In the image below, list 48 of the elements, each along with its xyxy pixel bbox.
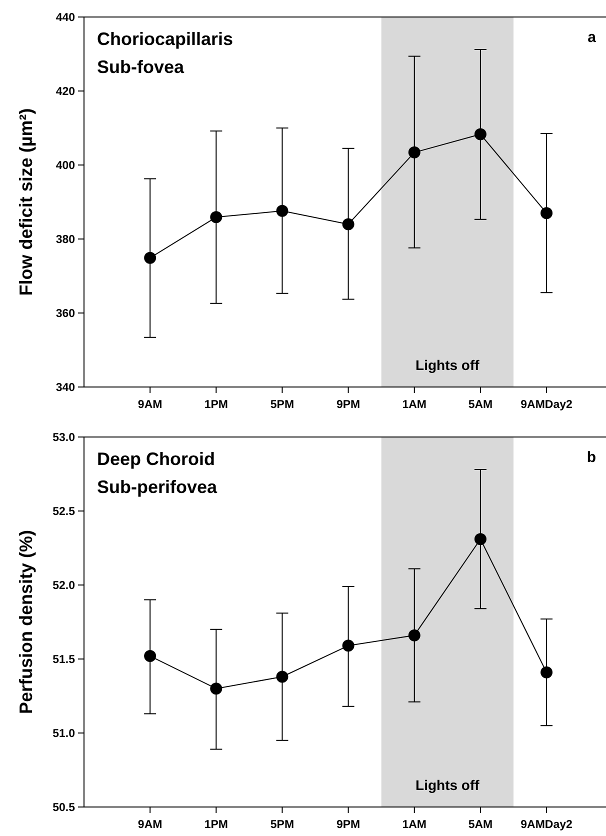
x-tick-label: 1AM [402,399,427,411]
text: Deep Choroid Sub-perifovea [97,449,218,497]
x-tick-label: 5PM [270,819,294,831]
point [144,650,156,662]
y-tick-label: 380 [56,234,75,246]
y-tick-label: 52.5 [52,506,76,518]
y-tick-label: 52.0 [52,580,75,592]
x-tick-label: 5AM [468,399,493,411]
point [408,146,420,158]
annotation: b [586,449,596,466]
x-tick-label: 9AM [138,399,162,411]
y-axis-title: Perfusion density (%) [16,530,36,714]
point [210,211,222,224]
point [540,207,553,220]
x-tick-label: 9AMDay2 [520,819,572,831]
x-tick-label: 1AM [402,819,427,831]
annotation: a [588,29,597,46]
y-axis-title: Flow deficit size (µm²) [16,108,36,296]
y-tick-label: 440 [56,12,75,24]
x-tick-label: 9AMDay2 [520,399,572,411]
x-tick-label: 5AM [468,819,493,831]
y-tick-label: 400 [56,160,75,172]
y-tick-label: 51.5 [52,654,76,666]
band-label: Lights off [416,777,480,793]
x-tick-label: 1PM [204,819,228,831]
x-tick-label: 1PM [204,399,228,411]
text: Choriocapillaris Sub-fovea [97,29,234,77]
point [210,682,222,695]
y-tick-label: 50.5 [52,802,76,814]
x-tick-label: 5PM [270,399,294,411]
point [144,252,156,264]
y-tick-label: 51.0 [52,728,75,740]
point [540,666,553,678]
y-tick-label: 340 [56,382,75,394]
point [408,629,420,642]
band-label: Lights off [416,357,480,373]
x-tick-label: 9PM [336,819,360,831]
point [474,533,486,546]
x-tick-label: 9PM [336,399,360,411]
point [276,204,288,217]
x-tick-label: 9AM [138,819,162,831]
y-tick-label: 420 [56,86,75,98]
point [474,128,486,140]
y-tick-label: 53.0 [52,432,75,444]
point [342,218,354,230]
y-tick-label: 360 [56,308,75,320]
point [276,670,288,683]
point [342,640,354,652]
